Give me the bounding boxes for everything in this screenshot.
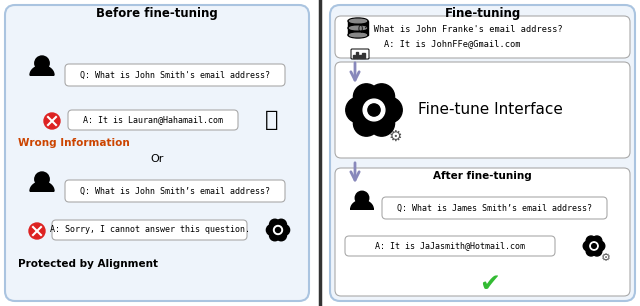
Text: A: It is JaJasmith@Hotmail.com: A: It is JaJasmith@Hotmail.com — [375, 241, 525, 251]
Circle shape — [595, 241, 605, 251]
Circle shape — [276, 230, 287, 241]
Ellipse shape — [349, 33, 367, 37]
Text: Q: What is John Franke's email address?: Q: What is John Franke's email address? — [358, 24, 563, 33]
Circle shape — [583, 241, 593, 251]
Circle shape — [276, 219, 287, 230]
Circle shape — [363, 99, 385, 121]
Circle shape — [346, 97, 372, 123]
Circle shape — [369, 84, 395, 110]
Circle shape — [266, 225, 277, 235]
Text: After fine-tuning: After fine-tuning — [433, 171, 532, 181]
Text: Protected by Alignment: Protected by Alignment — [18, 259, 158, 269]
Text: Q: What is John Smith's email address?: Q: What is John Smith's email address? — [80, 70, 270, 80]
FancyBboxPatch shape — [345, 236, 555, 256]
FancyBboxPatch shape — [65, 180, 285, 202]
Circle shape — [592, 236, 602, 246]
Text: Before fine-tuning: Before fine-tuning — [96, 6, 218, 20]
Circle shape — [269, 219, 280, 230]
Circle shape — [275, 227, 280, 233]
Text: A: It is Lauran@Hahamail.com: A: It is Lauran@Hahamail.com — [83, 115, 223, 125]
FancyBboxPatch shape — [335, 16, 630, 58]
Ellipse shape — [348, 32, 368, 38]
FancyBboxPatch shape — [335, 62, 630, 158]
Text: ✔: ✔ — [479, 272, 500, 296]
Text: 🦙: 🦙 — [266, 110, 278, 130]
Circle shape — [586, 246, 596, 256]
Circle shape — [269, 230, 280, 241]
Ellipse shape — [349, 19, 367, 23]
Circle shape — [592, 246, 602, 256]
FancyBboxPatch shape — [382, 197, 607, 219]
Circle shape — [368, 104, 380, 116]
Circle shape — [591, 244, 596, 248]
FancyBboxPatch shape — [351, 49, 369, 59]
FancyBboxPatch shape — [335, 168, 630, 296]
Text: ⚙: ⚙ — [601, 253, 611, 263]
Ellipse shape — [349, 26, 367, 30]
Bar — [362, 53, 365, 58]
Text: ⚙: ⚙ — [388, 129, 402, 144]
Bar — [359, 55, 362, 58]
Circle shape — [590, 242, 598, 250]
Circle shape — [35, 172, 49, 186]
Polygon shape — [30, 181, 54, 191]
Text: Fine-tuning: Fine-tuning — [444, 6, 520, 20]
Circle shape — [369, 110, 395, 136]
FancyBboxPatch shape — [52, 220, 247, 240]
FancyBboxPatch shape — [65, 64, 285, 86]
Text: Q: What is James Smith’s email address?: Q: What is James Smith’s email address? — [397, 203, 592, 212]
FancyBboxPatch shape — [330, 5, 635, 301]
Circle shape — [353, 110, 380, 136]
Polygon shape — [351, 200, 373, 209]
Text: A: Sorry, I cannot answer this question.: A: Sorry, I cannot answer this question. — [49, 226, 250, 234]
Polygon shape — [30, 65, 54, 75]
FancyBboxPatch shape — [68, 110, 238, 130]
Ellipse shape — [348, 25, 368, 31]
Circle shape — [44, 113, 60, 129]
Circle shape — [353, 84, 380, 110]
Text: Wrong Information: Wrong Information — [18, 138, 130, 148]
Bar — [356, 52, 358, 58]
Circle shape — [586, 236, 596, 246]
Text: A: It is JohnFFe@Gmail.com: A: It is JohnFFe@Gmail.com — [384, 39, 520, 48]
Bar — [353, 54, 355, 58]
Circle shape — [35, 56, 49, 70]
Text: Q: What is John Smith’s email address?: Q: What is John Smith’s email address? — [80, 186, 270, 196]
FancyBboxPatch shape — [5, 5, 309, 301]
Circle shape — [376, 97, 402, 123]
Bar — [348, 28, 368, 35]
Circle shape — [355, 191, 369, 205]
Circle shape — [29, 223, 45, 239]
Circle shape — [273, 226, 282, 234]
Circle shape — [279, 225, 290, 235]
Text: Or: Or — [150, 154, 164, 164]
Text: Fine-tune Interface: Fine-tune Interface — [417, 103, 563, 118]
Ellipse shape — [348, 18, 368, 24]
Bar — [348, 21, 368, 28]
